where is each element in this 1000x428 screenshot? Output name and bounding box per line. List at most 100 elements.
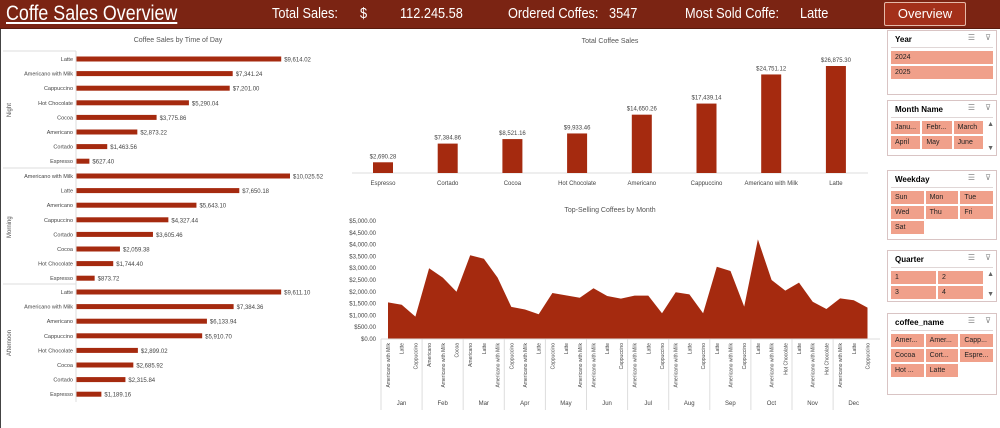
x-tick-label: Americano <box>468 343 474 367</box>
x-tick-label: Americano with Milk <box>674 343 680 388</box>
slicer-item[interactable]: Amer... <box>925 334 959 347</box>
bar <box>76 188 240 194</box>
clear-filter-icon[interactable]: ⊽ <box>985 33 991 42</box>
y-tick-label: $500.00 <box>354 325 376 331</box>
month-label: Jul <box>644 401 652 407</box>
multi-select-icon[interactable]: ☰ <box>967 316 975 325</box>
slicer-item[interactable]: Sat <box>891 221 924 234</box>
slicer-item[interactable]: Hot ... <box>891 364 924 377</box>
data-label: $5,910.70 <box>205 334 232 340</box>
scroll-down-icon[interactable]: ▼ <box>987 291 994 298</box>
data-label: $2,059.38 <box>123 248 150 254</box>
slicer-title: Weekday <box>895 175 930 184</box>
multi-select-icon[interactable]: ☰ <box>967 103 975 112</box>
multi-select-icon[interactable]: ☰ <box>967 173 975 182</box>
slicer-item[interactable]: June <box>953 136 983 149</box>
slicer-item[interactable]: 1 <box>891 271 936 284</box>
slicer-item[interactable]: Latte <box>925 364 959 377</box>
multi-select-icon[interactable]: ☰ <box>967 253 975 262</box>
category-label: Espresso <box>50 159 73 165</box>
slicer-quarter: Quarter ☰ ⊽ 1 2 3 4 ▲ ▼ <box>887 250 997 302</box>
data-label: $9,614.02 <box>284 58 311 64</box>
bar <box>76 129 138 135</box>
slicer-item[interactable]: Amer... <box>891 334 924 347</box>
scroll-up-icon[interactable]: ▲ <box>987 121 994 128</box>
x-tick-label: Americano with Milk <box>523 343 529 388</box>
slicer-item[interactable]: Fri <box>960 206 993 219</box>
bar <box>76 217 169 223</box>
slicer-item[interactable]: Febr... <box>922 121 952 134</box>
slicer-item[interactable]: May <box>922 136 952 149</box>
clear-filter-icon[interactable]: ⊽ <box>985 173 991 182</box>
total-sales-value: 112.245.58 <box>400 5 463 22</box>
clear-filter-icon[interactable]: ⊽ <box>985 316 991 325</box>
y-tick-label: $2,500.00 <box>349 278 376 284</box>
slicer-item[interactable]: 2024 <box>891 51 993 64</box>
slicer-header: coffee_name ☰ ⊽ <box>891 314 993 331</box>
category-label: Cappuccino <box>44 218 73 224</box>
data-label: $3,605.46 <box>156 233 183 239</box>
slicer-header: Month Name ☰ ⊽ <box>891 101 993 118</box>
slicer-item[interactable]: Mon <box>925 191 959 204</box>
bar <box>76 144 108 150</box>
multi-select-icon[interactable]: ☰ <box>967 33 975 42</box>
y-tick-label: $1,000.00 <box>349 313 376 319</box>
slicer-item[interactable]: Capp... <box>960 334 993 347</box>
y-tick-label: $3,500.00 <box>349 254 376 260</box>
category-label: Cappuccino <box>691 181 723 187</box>
category-label: Cortado <box>53 232 73 238</box>
slicer-item[interactable]: Janu... <box>891 121 921 134</box>
slicer-item[interactable]: Cocoa <box>891 349 924 362</box>
slicer-item[interactable]: March <box>953 121 983 134</box>
data-label: $3,775.86 <box>160 116 187 122</box>
x-tick-label: Cappuccino <box>742 343 748 370</box>
x-tick-label: Latte <box>400 343 406 354</box>
slicer-item[interactable]: Espre... <box>960 349 993 362</box>
area-series <box>388 239 868 339</box>
slicer-item[interactable]: Thu <box>925 206 959 219</box>
month-label: Apr <box>520 401 529 407</box>
scroll-up-icon[interactable]: ▲ <box>987 271 994 278</box>
bar <box>76 173 290 179</box>
slicer-item[interactable]: 2 <box>938 271 983 284</box>
slicer-item[interactable]: April <box>891 136 921 149</box>
category-label: Hot Chocolate <box>38 262 73 268</box>
data-label: $14,650.26 <box>627 107 658 113</box>
bar <box>76 158 90 164</box>
y-tick-label: $4,500.00 <box>349 231 376 237</box>
month-label: Jun <box>602 401 612 407</box>
group-label: Afternoon <box>7 330 13 356</box>
slicer-item[interactable]: 2025 <box>891 66 993 79</box>
slicer-title: Month Name <box>895 105 943 114</box>
scroll-down-icon[interactable]: ▼ <box>987 145 994 152</box>
bar <box>76 304 234 310</box>
category-label: Cappuccino <box>44 86 73 92</box>
slicer-item[interactable]: Sun <box>891 191 924 204</box>
sales-by-time-chart: Coffee Sales by Time of Day Night Latte $9,… <box>3 30 338 405</box>
x-tick-label: Cappuccino <box>413 343 419 370</box>
chart-title: Top-Selling Coffees by Month <box>564 207 655 214</box>
overview-button[interactable]: Overview <box>884 2 966 26</box>
category-label: Cortado <box>53 145 73 151</box>
bar <box>567 133 588 173</box>
month-label: Oct <box>767 401 777 407</box>
bar <box>502 139 523 173</box>
slicer-month-name: Month Name ☰ ⊽ Janu... Febr... March April May J… <box>887 100 997 156</box>
data-label: $7,201.00 <box>233 87 260 93</box>
slicer-item[interactable]: 4 <box>938 286 983 299</box>
slicer-item[interactable]: Wed <box>891 206 924 219</box>
month-label: Aug <box>684 401 695 407</box>
month-label: Nov <box>807 401 818 407</box>
slicer-title: coffee_name <box>895 318 944 327</box>
slicer-item[interactable]: 3 <box>891 286 936 299</box>
slicer-item[interactable]: Cort... <box>925 349 959 362</box>
clear-filter-icon[interactable]: ⊽ <box>985 103 991 112</box>
data-label: $1,744.40 <box>116 262 143 268</box>
category-label: Hot Chocolate <box>38 101 73 107</box>
slicer-item[interactable]: Tue <box>960 191 993 204</box>
clear-filter-icon[interactable]: ⊽ <box>985 253 991 262</box>
bar <box>76 100 189 106</box>
category-label: Cortado <box>53 378 73 384</box>
slicer-year: Year ☰ ⊽ 2024 2025 <box>887 30 997 95</box>
x-tick-label: Latte <box>537 343 543 354</box>
